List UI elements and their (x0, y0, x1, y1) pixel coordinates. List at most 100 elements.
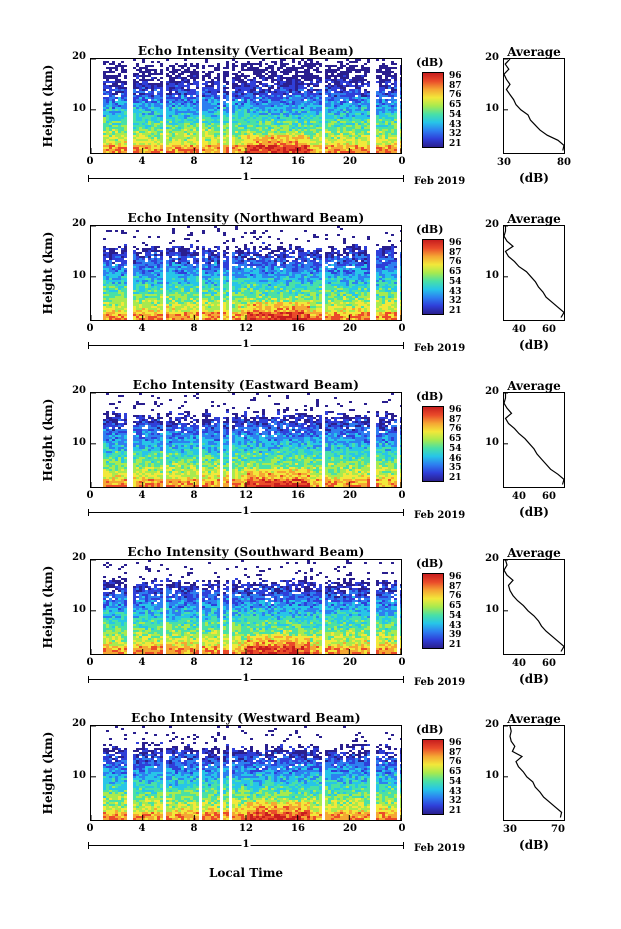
x-tick-label: 0 (86, 156, 94, 167)
x-tick-label: 0 (398, 490, 406, 501)
colorbar-tick-label: 76 (449, 257, 462, 268)
y-tick-label: 20 (72, 218, 86, 229)
y-tick-label: 10 (72, 603, 86, 615)
x-tick-label: 20 (343, 156, 357, 167)
average-profile-svg (504, 226, 564, 318)
date-bar-end (403, 676, 404, 683)
x-tick-labels: 0 4 8 12 16 20 0 (87, 823, 406, 837)
x-tick-label: 20 (343, 490, 357, 501)
heatmap-cells (103, 726, 401, 820)
colorbar-tick-label: 76 (449, 424, 462, 435)
x-tick-label: 20 (343, 323, 357, 334)
average-y-tick-label: 20 (485, 386, 499, 397)
x-tick-label: 8 (190, 657, 198, 668)
x-tick-label: 8 (190, 490, 198, 501)
average-x-label: (dB) (519, 505, 549, 519)
x-tick-label: 4 (138, 823, 146, 834)
average-y-tick-label: 20 (485, 719, 499, 730)
colorbar-tick-label: 54 (449, 610, 462, 621)
x-axis-title: Local Time (208, 866, 284, 880)
colorbar-tick-label: 76 (449, 757, 462, 768)
average-title: Average (507, 712, 561, 726)
panel-title: Echo Intensity (Vertical Beam) (137, 44, 355, 58)
x-tick-label: 0 (86, 490, 94, 501)
y-axis-label: Height (km) (36, 559, 60, 655)
average-profile-line (504, 393, 564, 485)
x-tick-labels: 0 4 8 12 16 20 0 (86, 657, 406, 671)
colorbar-tick-label: 43 (449, 286, 462, 297)
x-tick-label: 20 (343, 823, 357, 834)
average-y-tick-label: 10 (485, 769, 499, 781)
average-profile-plot (503, 392, 565, 488)
x-tick-label: 12 (239, 823, 253, 834)
average-profile-svg (504, 393, 564, 485)
x-tick-label: 16 (291, 323, 305, 334)
x-tick-label: 8 (190, 156, 198, 167)
y-axis-label-text: Height (km) (41, 231, 55, 315)
month-label: Feb 2019 (414, 176, 466, 187)
colorbar-tick-label: 21 (449, 306, 462, 316)
average-title: Average (507, 379, 561, 393)
y-tick-label: 20 (72, 718, 86, 729)
colorbar-tick-label: 87 (449, 414, 462, 425)
x-tick-label: 0 (398, 657, 406, 668)
panel-title: Echo Intensity (Southward Beam) (127, 545, 365, 559)
average-profile-plot (503, 559, 565, 655)
colorbar-tick-label: 65 (449, 100, 462, 111)
x-tick-label: 4 (138, 657, 146, 668)
date-label: 1 (241, 839, 251, 850)
average-title: Average (507, 45, 561, 59)
x-tick-label: 4 (138, 490, 146, 501)
colorbar-tick-label: 39 (449, 630, 462, 641)
y-axis-label: Height (km) (36, 225, 60, 321)
date-bar-end (403, 842, 404, 849)
average-x-tick-label: 60 (542, 324, 556, 335)
colorbar (422, 406, 444, 482)
x-tick-label: 16 (291, 156, 305, 167)
average-title: Average (507, 546, 561, 560)
x-tick-labels: 0 4 8 12 16 20 0 (86, 490, 406, 504)
colorbar-unit: (dB) (416, 223, 444, 236)
average-y-tick-label: 10 (485, 603, 499, 615)
colorbar-tick-label: 32 (449, 796, 462, 807)
x-tick-label: 12 (239, 156, 253, 167)
colorbar (422, 72, 444, 148)
y-tick-label: 10 (72, 436, 86, 448)
average-x-tick-label: 40 (512, 658, 526, 669)
average-profile-svg (504, 726, 563, 818)
date-bar-end (88, 509, 89, 516)
x-tick-label: 0 (86, 657, 94, 668)
average-y-tick-label: 20 (485, 219, 499, 230)
colorbar-tick-label: 65 (449, 267, 462, 278)
average-x-tick-label: 60 (542, 491, 556, 502)
y-axis-label-text: Height (km) (41, 64, 55, 148)
y-tick-label: 10 (72, 769, 86, 781)
colorbar-tick-label: 43 (449, 786, 462, 797)
colorbar-unit: (dB) (416, 390, 444, 403)
colorbar-tick-label: 32 (449, 296, 462, 307)
colorbar-ticks: 96 87 76 65 54 43 39 21 (449, 572, 479, 650)
heatmap-svg (91, 726, 401, 820)
date-bar-end (403, 342, 404, 349)
x-tick-label: 16 (291, 823, 305, 834)
date-bar: 1 (88, 172, 404, 184)
colorbar (422, 573, 444, 649)
colorbar-unit: (dB) (416, 557, 444, 570)
average-profile-plot (503, 225, 565, 321)
average-x-tick-label: 80 (557, 157, 571, 168)
colorbar-tick-label: 21 (449, 640, 462, 650)
colorbar-tick-label: 87 (449, 247, 462, 258)
average-x-tick-label: 40 (512, 491, 526, 502)
average-x-label: (dB) (519, 838, 549, 852)
colorbar-tick-label: 43 (449, 119, 462, 130)
panel-5: Echo Intensity (Westward Beam) Height (km… (0, 711, 621, 861)
y-axis-label: Height (km) (36, 58, 60, 154)
colorbar-tick-label: 65 (449, 767, 462, 778)
colorbar-ticks: 96 87 76 65 54 43 32 21 (449, 238, 479, 316)
average-y-tick-label: 20 (485, 52, 499, 63)
date-bar: 1 (88, 673, 404, 685)
colorbar-tick-label: 96 (449, 238, 462, 248)
x-tick-label: 0 (86, 323, 94, 334)
heatmap (90, 725, 402, 821)
